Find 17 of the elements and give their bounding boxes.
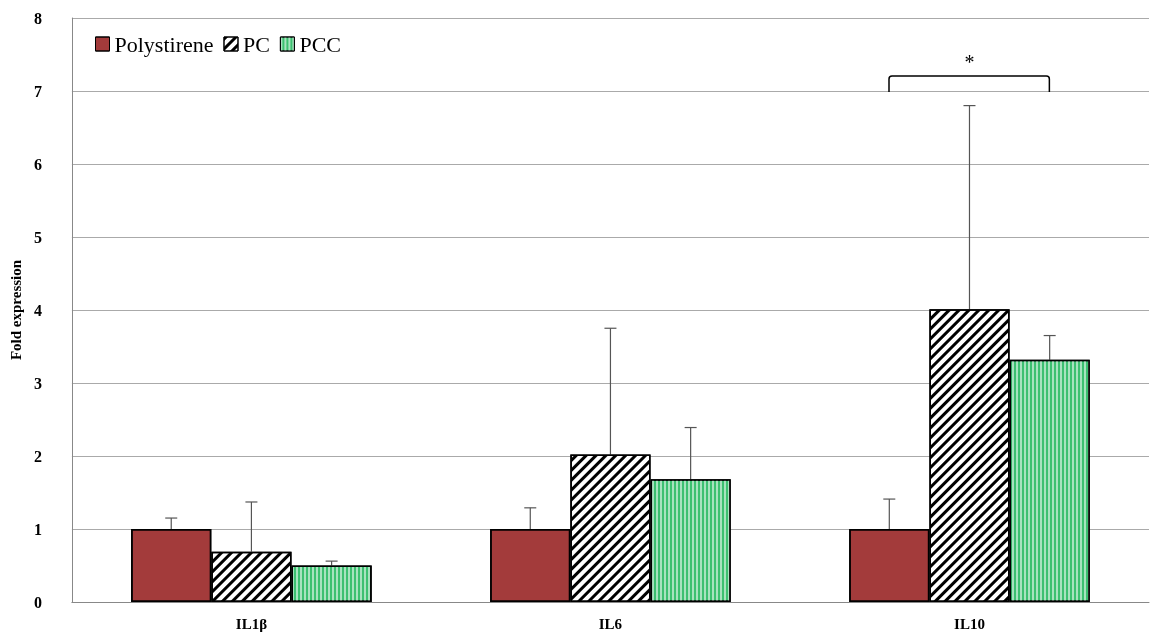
y-tick-label: 4 [33,301,42,319]
y-tick-label: 1 [33,520,42,538]
legend-label: PCC [299,31,341,57]
y-axis-title: Fold expression [7,259,24,361]
annotation: * [964,51,975,75]
legend-label: PC [242,31,270,57]
y-tick-label: 5 [33,228,42,246]
y-tick-label: 8 [33,9,42,27]
y-tick-label: 6 [33,155,42,173]
legend-label: Polystirene [114,31,214,57]
y-tick-label: 0 [33,593,42,611]
x-tick-label: IL10 [954,615,985,632]
x-tick-label: IL1β [235,615,268,632]
x-tick-label: IL6 [598,615,623,632]
y-tick-label: 2 [33,447,42,465]
y-tick-label: 7 [33,82,42,100]
y-tick-label: 3 [33,374,42,392]
